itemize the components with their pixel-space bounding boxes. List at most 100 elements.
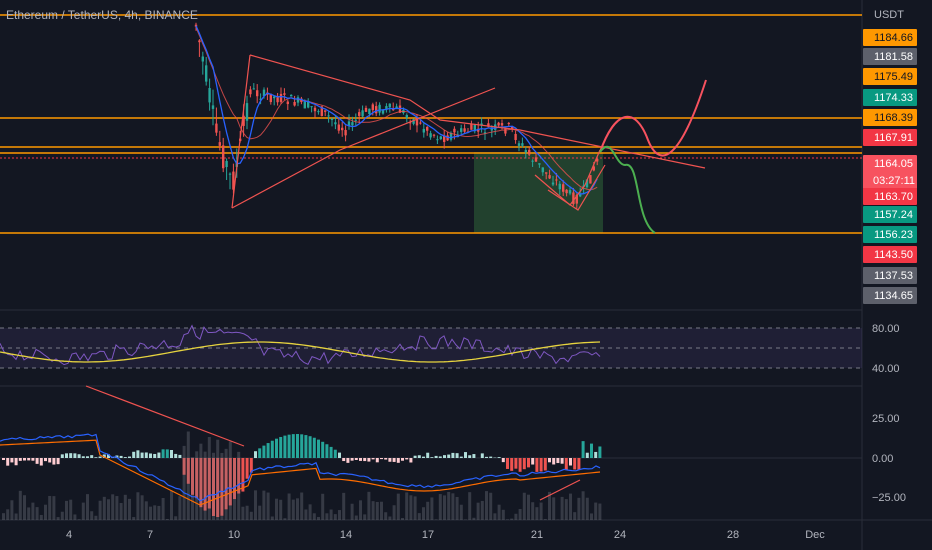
macd-histogram-bar xyxy=(371,458,375,460)
candle-body xyxy=(293,101,296,106)
candle-body xyxy=(313,107,317,112)
volume-bar xyxy=(552,497,556,520)
price-badge: 1164.05 03:27:11 xyxy=(863,155,917,189)
macd-histogram-bar xyxy=(136,450,140,458)
volume-bar xyxy=(174,516,178,520)
candle-body xyxy=(371,104,374,111)
volume-bar xyxy=(94,515,98,520)
macd-histogram-bar xyxy=(14,458,18,466)
volume-bar xyxy=(455,496,459,520)
macd-histogram-bar xyxy=(317,439,320,458)
macd-histogram-bar xyxy=(430,457,434,458)
volume-bar xyxy=(443,495,446,520)
macd-histogram-bar xyxy=(123,457,127,458)
volume-bar xyxy=(249,511,253,520)
volume-bar xyxy=(212,452,215,520)
volume-bar xyxy=(451,493,455,520)
volume-bar xyxy=(60,511,64,520)
price-badge-bg xyxy=(863,68,917,85)
volume-bar xyxy=(2,513,5,520)
macd-histogram-bar xyxy=(69,453,73,458)
volume-bar xyxy=(350,503,354,520)
macd-histogram-bar xyxy=(405,458,409,460)
macd-histogram-bar xyxy=(212,458,215,517)
candle-body xyxy=(215,123,218,133)
macd-histogram-bar xyxy=(153,453,157,458)
price-badge-bg xyxy=(863,89,917,106)
volume-bar xyxy=(380,501,383,520)
macd-histogram-bar xyxy=(245,458,249,479)
candle-body xyxy=(218,142,221,146)
volume-bar xyxy=(371,501,375,520)
macd-histogram-bar xyxy=(455,453,459,458)
candle-body xyxy=(388,103,391,108)
candle-body xyxy=(201,56,204,62)
macd-histogram-bar xyxy=(354,458,358,460)
candle-body xyxy=(460,128,463,132)
volume-bar xyxy=(392,505,396,520)
macd-histogram-bar xyxy=(195,458,199,499)
macd-histogram-bar xyxy=(359,458,362,461)
macd-histogram-bar xyxy=(497,457,501,458)
macd-histogram-bar xyxy=(94,457,98,458)
volume-bar xyxy=(573,512,577,520)
candle-body xyxy=(317,111,320,113)
macd-histogram-bar xyxy=(233,458,236,500)
candle-body xyxy=(290,94,293,97)
volume-bar xyxy=(233,459,236,520)
candle-body xyxy=(347,121,351,126)
macd-histogram-bar xyxy=(262,445,266,458)
macd-histogram-bar xyxy=(140,452,144,458)
macd-signal-line xyxy=(0,439,601,506)
macd-histogram-bar xyxy=(535,458,539,472)
volume-bar xyxy=(325,513,329,520)
time-axis-label: 14 xyxy=(340,529,352,541)
volume-bar xyxy=(413,496,417,520)
candle-body xyxy=(242,115,245,126)
time-axis-label: 17 xyxy=(422,529,434,541)
volume-bar xyxy=(321,493,325,520)
macd-histogram-bar xyxy=(6,458,10,466)
macd-histogram-bar xyxy=(128,456,131,458)
macd-histogram-bar xyxy=(380,458,383,460)
macd-histogram-bar xyxy=(161,449,165,458)
price-badge-bg xyxy=(863,48,917,65)
candle-body xyxy=(385,106,388,109)
candle-body xyxy=(504,128,507,134)
macd-line xyxy=(0,433,601,502)
macd-histogram-bar xyxy=(531,458,535,465)
macd-histogram-bar xyxy=(86,456,89,458)
candle-body xyxy=(276,97,279,103)
macd-histogram-bar xyxy=(279,436,283,458)
candle-body xyxy=(415,118,419,126)
candle-body xyxy=(252,88,255,90)
volume-bar xyxy=(564,499,568,520)
candle-body xyxy=(310,106,313,108)
volume-bar xyxy=(56,517,60,520)
candle-body xyxy=(538,163,541,165)
macd-histogram-bar xyxy=(2,458,5,461)
price-badge-value: 1167.91 xyxy=(874,132,913,144)
price-badge: 1137.53 xyxy=(863,267,917,284)
volume-bar xyxy=(35,507,39,520)
candle-body xyxy=(562,184,565,192)
symbol-title[interactable]: Ethereum / TetherUS, 4h, BINANCE xyxy=(6,8,198,22)
macd-histogram-bar xyxy=(506,458,509,469)
macd-histogram-bar xyxy=(413,455,417,458)
volume-bar xyxy=(539,502,543,520)
macd-histogram-bar xyxy=(216,458,220,518)
macd-histogram-bar xyxy=(392,458,396,462)
volume-bar xyxy=(44,504,47,520)
candle-body xyxy=(225,160,228,168)
macd-histogram-bar xyxy=(98,456,102,458)
volume-bar xyxy=(388,516,392,520)
volume-bar xyxy=(501,509,505,520)
price-badge: 1174.33 xyxy=(863,89,917,106)
candle-body xyxy=(551,182,555,185)
volume-bar xyxy=(98,500,102,520)
candle-body xyxy=(334,122,337,125)
macd-histogram-bar xyxy=(485,456,488,458)
volume-bar xyxy=(581,491,585,520)
volume-bar xyxy=(472,517,476,520)
